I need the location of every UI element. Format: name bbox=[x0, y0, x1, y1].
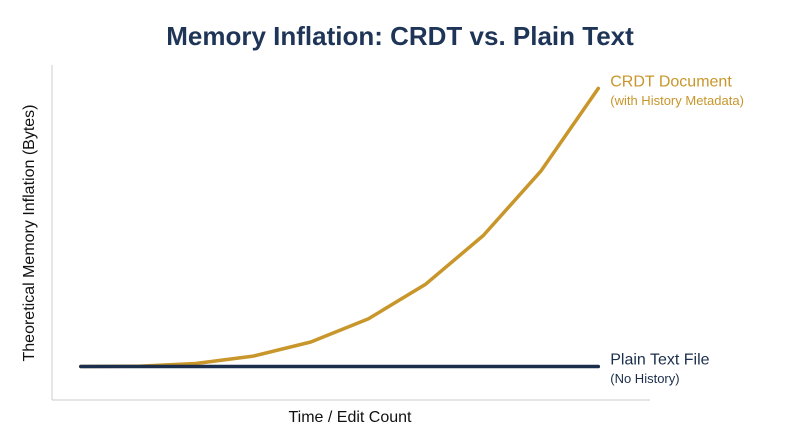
series-sublabel: (with History Metadata) bbox=[610, 93, 744, 108]
chart-title: Memory Inflation: CRDT vs. Plain Text bbox=[166, 21, 634, 51]
x-axis-label: Time / Edit Count bbox=[288, 409, 412, 426]
y-axis-label: Theoretical Memory Inflation (Bytes) bbox=[21, 105, 38, 362]
series-line bbox=[79, 86, 601, 369]
series-label: CRDT Document bbox=[610, 74, 732, 91]
series-sublabel: (No History) bbox=[610, 371, 679, 386]
series-label: Plain Text File bbox=[610, 352, 709, 369]
